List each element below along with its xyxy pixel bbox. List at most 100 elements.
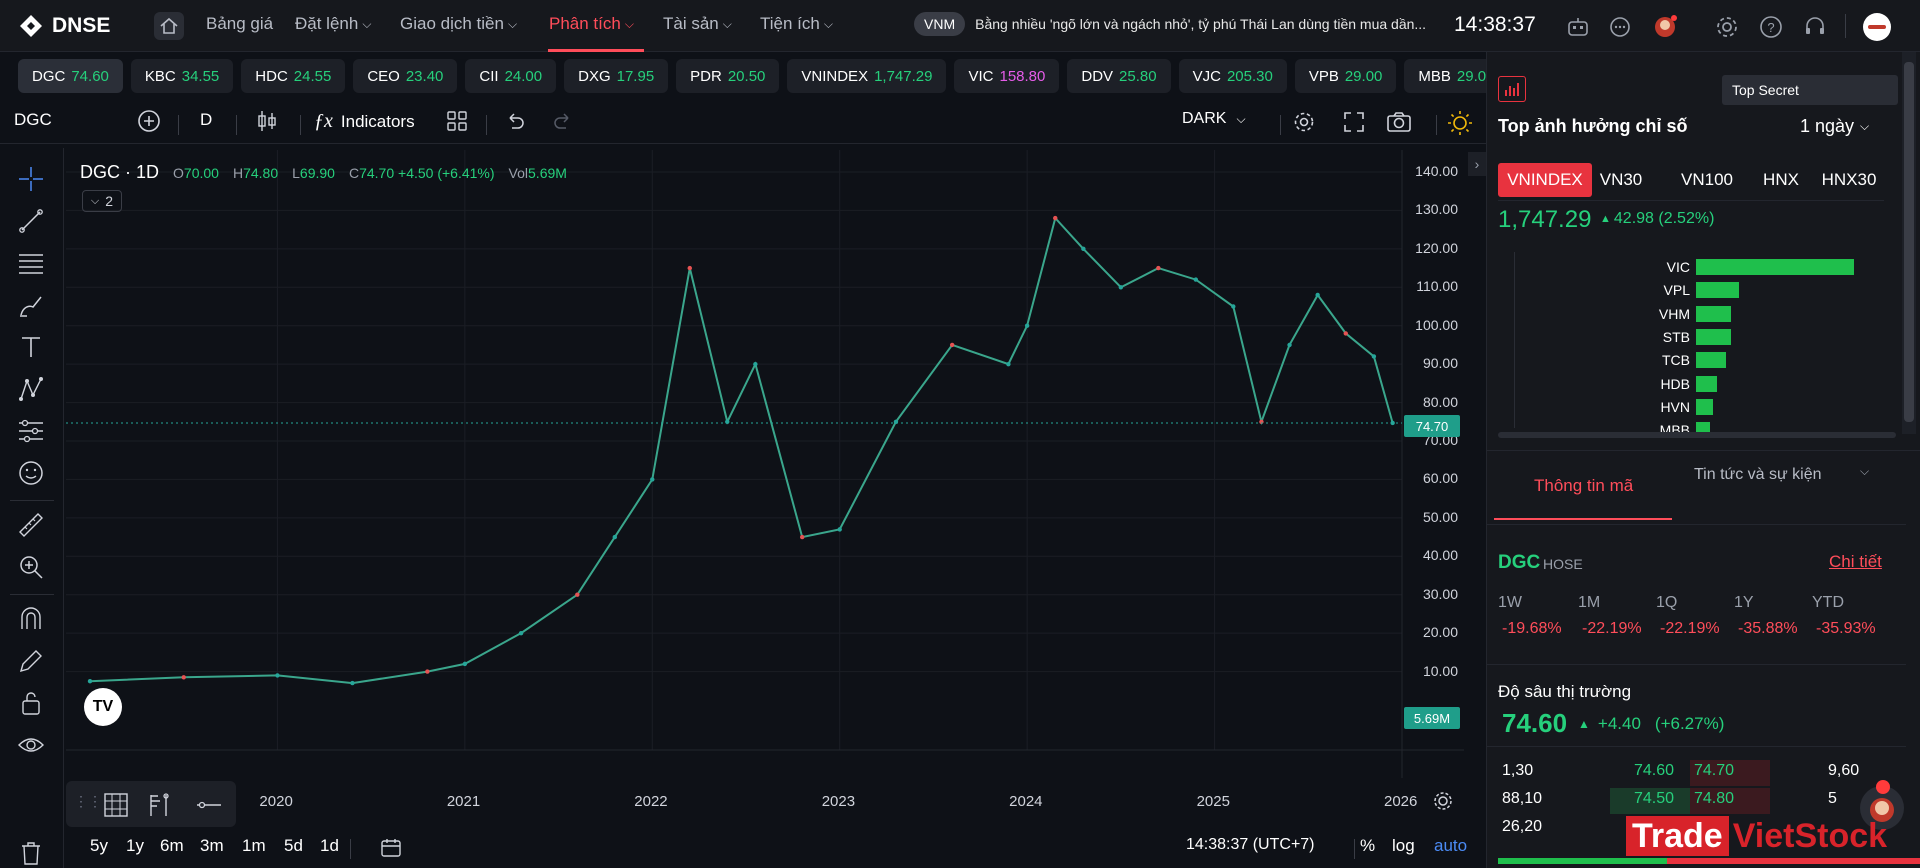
gear-icon[interactable] (1712, 12, 1742, 42)
log-scale-toggle[interactable]: log (1392, 836, 1415, 855)
price-series-line[interactable] (89, 216, 1394, 685)
ticker-item-vnindex[interactable]: VNINDEX 1,747.29 (787, 59, 947, 93)
news-ticker[interactable]: VNM Bằng nhiều 'ngõ lớn và ngách nhỏ', t… (914, 12, 1426, 36)
price-chart[interactable] (66, 150, 1464, 778)
influence-row[interactable]: VIC (1640, 258, 1854, 276)
candlestick-icon[interactable] (256, 109, 278, 133)
nav-item-bang-gia[interactable]: Bảng giá (206, 14, 274, 33)
nav-item-dat-lenh[interactable]: Đặt lệnh ⌵ (295, 14, 372, 33)
drag-handle-icon[interactable]: ⋮⋮ (74, 793, 102, 809)
brand-logo[interactable]: DNSE (18, 13, 110, 39)
ticker-item-ddv[interactable]: DDV 25.80 (1067, 59, 1171, 93)
price-point[interactable] (1287, 342, 1292, 348)
range-5d[interactable]: 5d (284, 836, 303, 855)
influence-row[interactable]: HDB (1640, 375, 1717, 393)
price-point[interactable] (687, 265, 692, 271)
index-tab-hnx30[interactable]: HNX30 (1821, 170, 1877, 189)
auto-scale-toggle[interactable]: auto (1434, 836, 1468, 855)
price-point[interactable] (1343, 331, 1348, 336)
ticker-item-hdc[interactable]: HDC 24.55 (241, 59, 346, 93)
trash-icon[interactable] (16, 838, 46, 868)
bid-price[interactable]: 74.60 (1634, 762, 1675, 779)
price-point[interactable] (87, 678, 93, 684)
ticker-item-dgc[interactable]: DGC 74.60 (18, 59, 123, 93)
undo-icon[interactable] (504, 112, 526, 132)
influence-row[interactable]: STB (1640, 328, 1731, 346)
nav-item-giao-dich-tien[interactable]: Giao dịch tiền ⌵ (400, 14, 518, 33)
avatar-icon[interactable] (1650, 12, 1680, 42)
date-range-icon[interactable] (380, 837, 402, 859)
chevron-right-icon[interactable]: › (1468, 152, 1486, 176)
ticker-item-vic[interactable]: VIC 158.80 (954, 59, 1060, 93)
grid-draw-icon[interactable] (102, 791, 130, 819)
tab-news-events[interactable]: Tin tức và sự kiện (1694, 466, 1822, 483)
chart-settings-icon[interactable] (1292, 110, 1316, 134)
range-5y[interactable]: 5y (90, 836, 108, 855)
price-point[interactable] (1081, 246, 1086, 252)
ticker-item-pdr[interactable]: PDR 20.50 (676, 59, 780, 93)
ruler-icon[interactable] (16, 510, 46, 540)
horizontal-line-icon[interactable] (194, 791, 224, 819)
robot-icon[interactable] (1563, 12, 1593, 42)
fib-lines-icon[interactable] (16, 248, 46, 278)
user-avatar[interactable] (1862, 12, 1892, 42)
price-point[interactable] (753, 361, 758, 367)
tradingview-logo-icon[interactable]: TV (84, 688, 122, 726)
nav-item-tien-ich[interactable]: Tiện ích ⌵ (760, 14, 833, 33)
price-point[interactable] (425, 669, 430, 674)
ask-price[interactable]: 74.70 (1694, 762, 1735, 779)
range-1d[interactable]: 1d (320, 836, 339, 855)
index-tab-vn30[interactable]: VN30 (1599, 170, 1643, 189)
price-point[interactable] (1193, 277, 1199, 282)
chevron-down-icon[interactable]: ⌵ (1860, 464, 1870, 478)
price-point[interactable] (462, 661, 468, 667)
tab-stock-info[interactable]: Thông tin mã (1534, 476, 1634, 495)
trend-line-icon[interactable] (16, 206, 46, 236)
range-1y[interactable]: 1y (126, 836, 144, 855)
price-point[interactable] (949, 342, 955, 348)
interval-selector[interactable]: D (200, 110, 213, 129)
range-6m[interactable]: 6m (160, 836, 184, 855)
crosshair-icon[interactable] (16, 164, 46, 194)
price-point[interactable] (575, 592, 580, 597)
price-point[interactable] (1006, 361, 1011, 367)
layout-grid-icon[interactable] (446, 110, 468, 132)
add-compare-icon[interactable] (136, 108, 162, 134)
index-tab-vn100[interactable]: VN100 (1681, 170, 1733, 189)
price-point[interactable] (800, 534, 805, 540)
price-point[interactable] (1024, 323, 1030, 328)
bid-price[interactable]: 74.50 (1634, 790, 1675, 807)
brush-icon[interactable] (16, 290, 46, 320)
indicators-button[interactable]: ƒx Indicators (314, 110, 415, 132)
eye-icon[interactable] (16, 730, 46, 760)
lock-icon[interactable] (16, 688, 46, 718)
price-point[interactable] (1315, 292, 1320, 298)
news-headline[interactable]: Bằng nhiều 'ngõ lớn và ngách nhỏ', tỷ ph… (975, 16, 1427, 32)
ticker-item-dxg[interactable]: DXG 17.95 (564, 59, 669, 93)
price-point[interactable] (518, 630, 524, 636)
range-1m[interactable]: 1m (242, 836, 266, 855)
headset-icon[interactable] (1800, 12, 1830, 42)
flag-icon[interactable] (146, 791, 174, 819)
camera-icon[interactable] (1386, 110, 1412, 134)
price-point[interactable] (650, 477, 655, 482)
influence-row[interactable]: TCB (1640, 351, 1727, 369)
ask-price[interactable]: 74.80 (1694, 790, 1735, 807)
detail-link[interactable]: Chi tiết (1829, 552, 1882, 571)
magnet-icon[interactable] (16, 604, 46, 634)
home-button[interactable] (154, 12, 184, 40)
price-point[interactable] (275, 673, 280, 678)
price-point[interactable] (1156, 265, 1161, 271)
help-icon[interactable]: ? (1756, 12, 1786, 42)
range-3m[interactable]: 3m (200, 836, 224, 855)
chart-reset-icon[interactable] (1432, 790, 1454, 812)
legend-collapse-button[interactable]: ⌵ 2 (82, 190, 122, 212)
ticker-item-vpb[interactable]: VPB 29.00 (1294, 59, 1397, 93)
index-tab-hnx[interactable]: HNX (1763, 170, 1799, 189)
toolbar-symbol[interactable]: DGC (14, 110, 52, 129)
bar-chart-icon[interactable] (1498, 76, 1526, 102)
price-point[interactable] (350, 680, 355, 686)
price-point[interactable] (1371, 354, 1377, 359)
pattern-icon[interactable] (16, 374, 46, 404)
theme-selector[interactable]: DARK ⌵ (1182, 110, 1246, 127)
